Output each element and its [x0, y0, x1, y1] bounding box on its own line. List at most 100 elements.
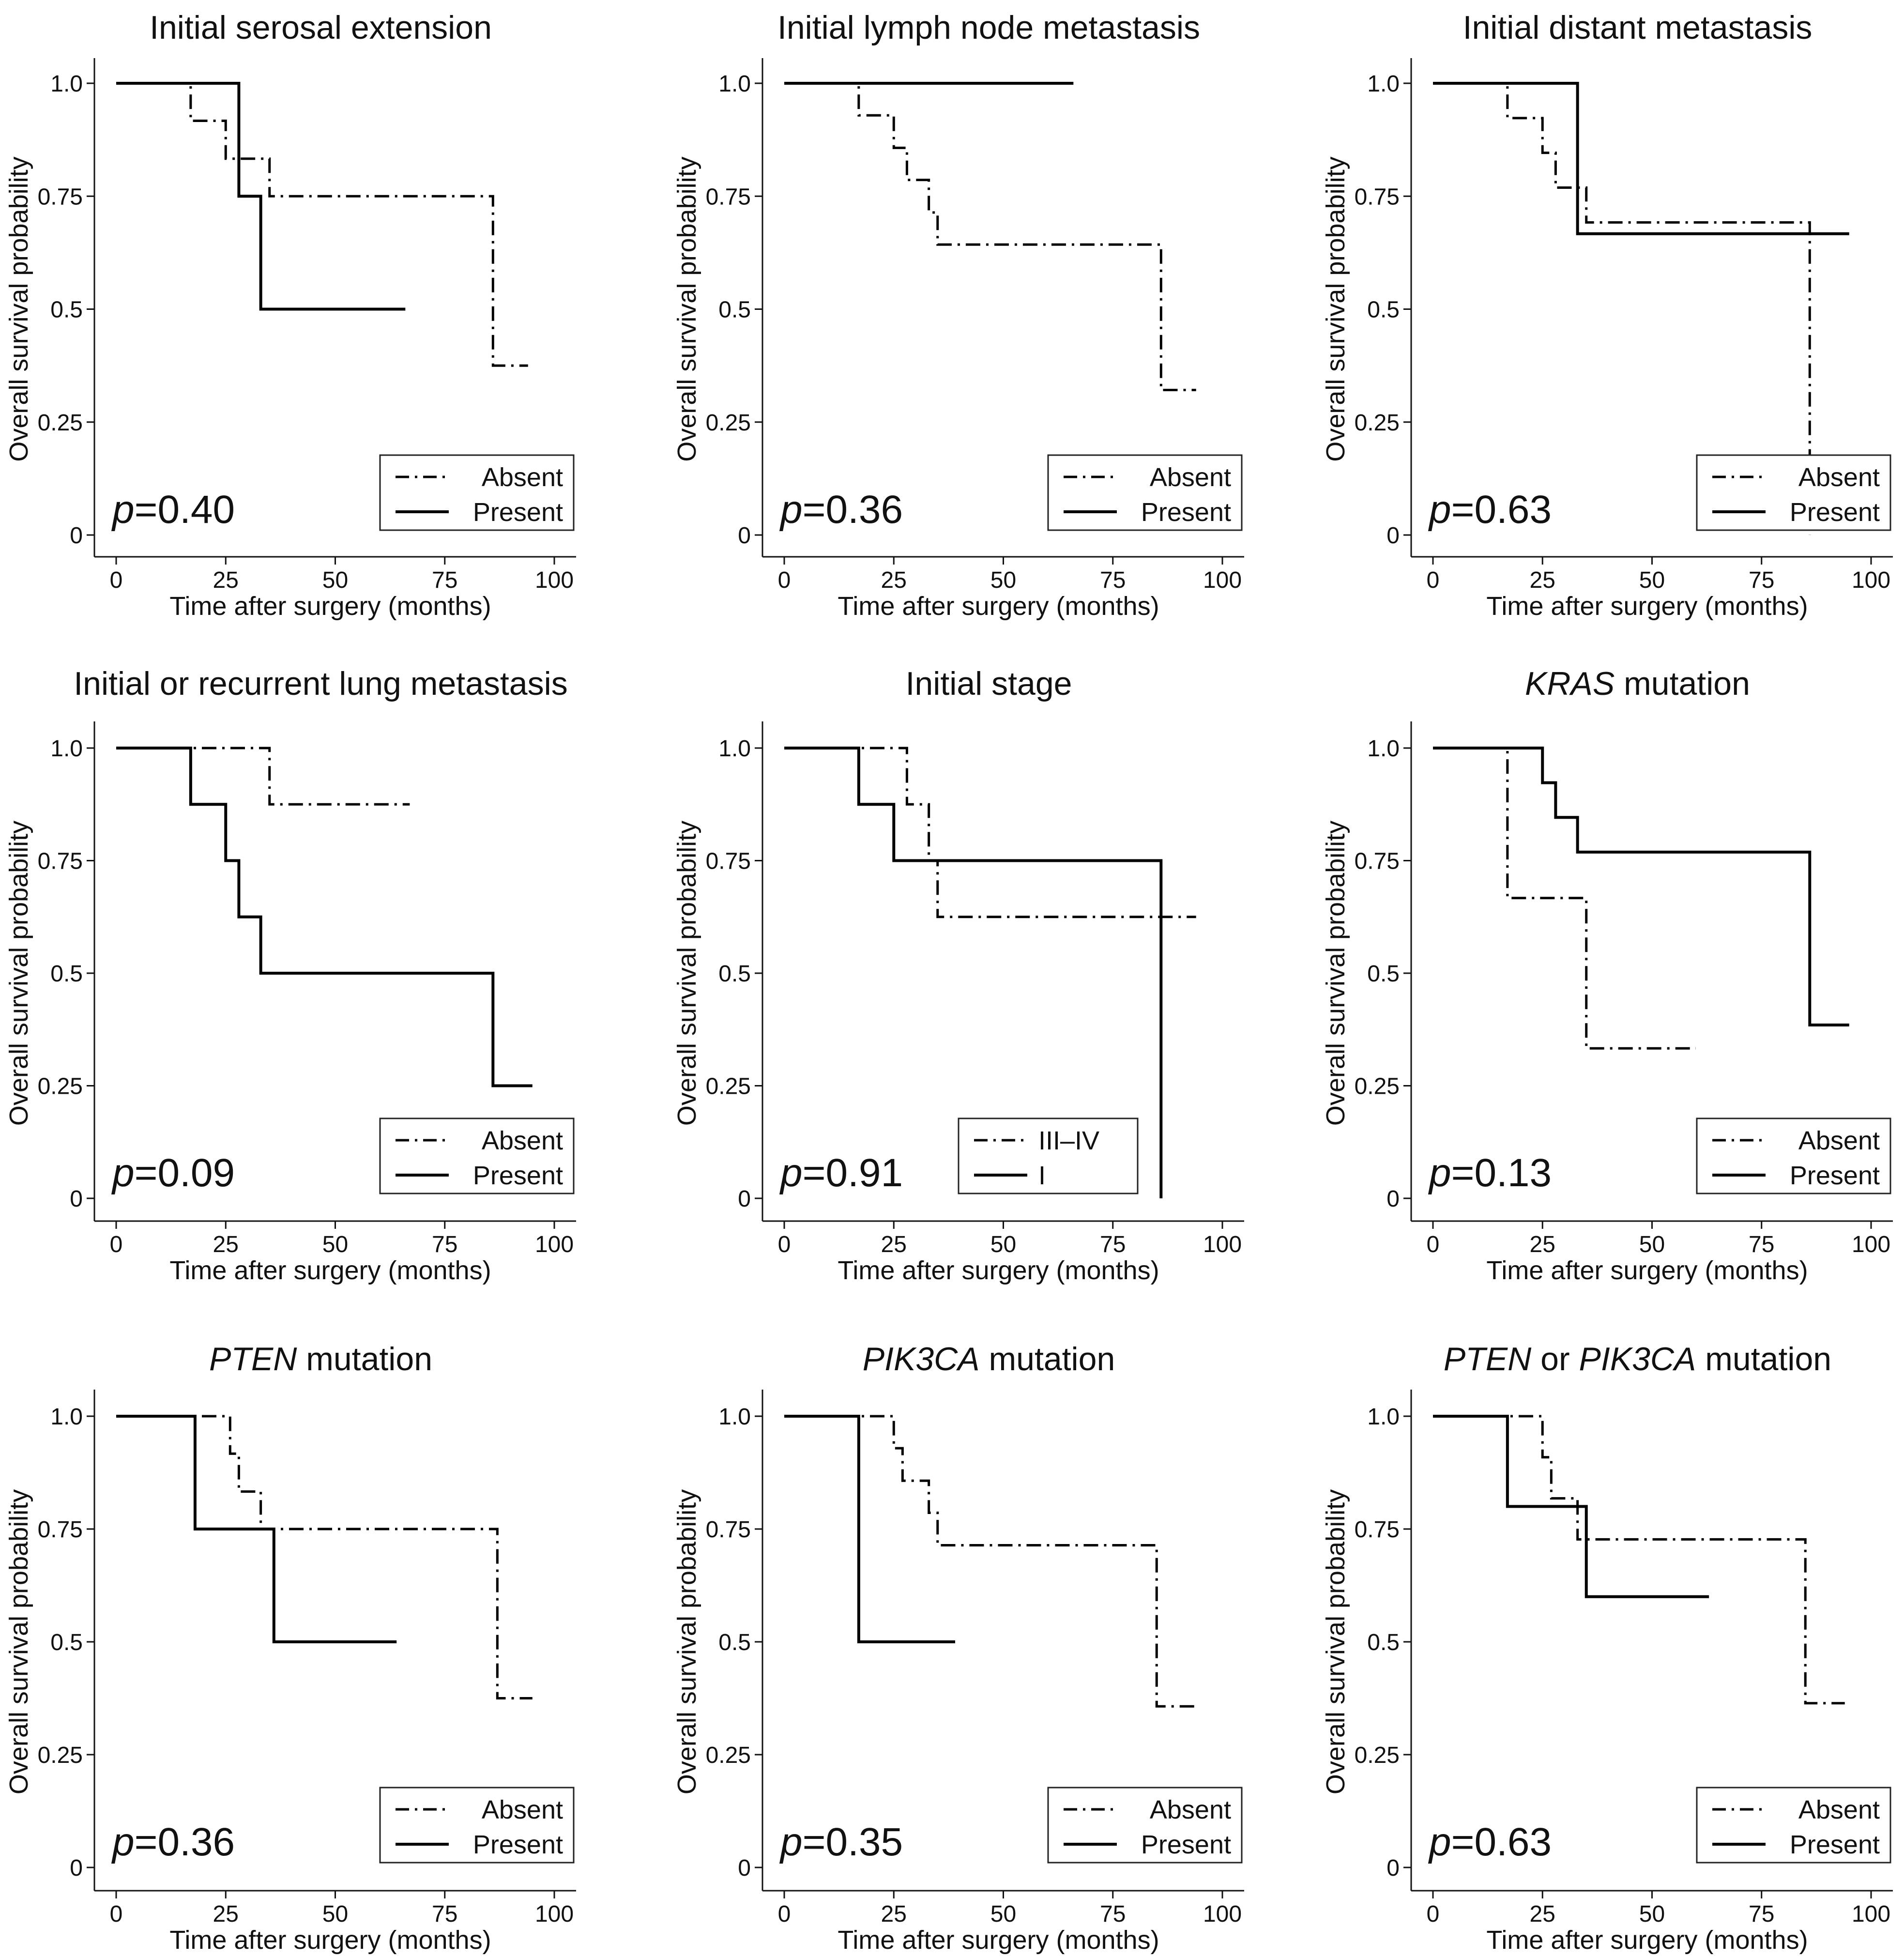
p-value-letter: p	[1428, 488, 1451, 532]
y-axis-title: Overall survival probability	[1321, 1489, 1350, 1794]
legend-box	[1696, 1787, 1891, 1864]
y-tick-label: 0.25	[1355, 1074, 1400, 1100]
y-tick-label: 0	[1386, 1855, 1400, 1881]
p-value-letter: p	[779, 1151, 803, 1195]
y-tick-label: 1.0	[718, 1404, 751, 1430]
y-tick-label: 0.25	[1355, 1743, 1400, 1768]
legend: Absent Present	[1696, 1117, 1891, 1194]
x-tick-label: 75	[432, 567, 457, 593]
p-value: p=0.40	[111, 488, 235, 532]
x-axis-title: Time after surgery (months)	[838, 1256, 1159, 1285]
legend: Absent Present	[1047, 454, 1243, 531]
p-value-letter: p	[111, 1820, 135, 1864]
y-tick-label: 0.25	[38, 1074, 83, 1100]
p-value: p=0.63	[1428, 488, 1552, 532]
y-axis-title: Overall survival probability	[672, 1489, 701, 1794]
p-value-number: =0.40	[135, 488, 235, 532]
legend-label: Absent	[1798, 463, 1880, 492]
legend-label: Present	[1790, 1161, 1880, 1190]
x-tick-label: 25	[881, 567, 907, 593]
x-tick-label: 75	[432, 1901, 457, 1927]
p-value-number: =0.91	[803, 1151, 903, 1195]
y-tick-label: 0.5	[50, 1630, 83, 1655]
y-tick-label: 0.75	[706, 184, 751, 210]
p-value-letter: p	[779, 1820, 803, 1864]
x-tick-label: 25	[881, 1232, 907, 1257]
y-tick-label: 0.25	[38, 1743, 83, 1768]
legend-box	[1696, 454, 1891, 531]
chart-panel-3: Initial distant metastasis 0 0.25 0.5 0.75 1.…	[1321, 9, 1893, 621]
x-tick-label: 50	[322, 1232, 348, 1257]
legend: Absent Present	[1696, 454, 1891, 531]
y-tick-label: 0.75	[706, 1517, 751, 1543]
panel-title: PIK3CA mutation	[863, 1341, 1115, 1377]
chart-panel-6: KRAS mutation 0 0.25 0.5 0.75 1.0 0 25 50 75 100 Ti…	[1321, 665, 1893, 1285]
x-tick-label: 25	[1530, 1901, 1555, 1927]
chart-panel-1: Initial serosal extension 0 0.25 0.5 0.75 1.0…	[4, 9, 576, 621]
y-tick-label: 0	[1386, 523, 1400, 549]
x-axis-title: Time after surgery (months)	[1486, 1926, 1808, 1955]
survival-curve-iii-iv	[784, 747, 1196, 918]
x-axis-title: Time after surgery (months)	[169, 1256, 491, 1285]
x-tick-label: 25	[1530, 567, 1555, 593]
title-part: PIK3CA	[1579, 1341, 1696, 1377]
legend-label: Present	[473, 1830, 563, 1859]
y-tick-label: 0.5	[50, 297, 83, 323]
survival-curve-present	[1433, 82, 1849, 235]
x-tick-label: 100	[1203, 1232, 1242, 1257]
y-tick-label: 0.5	[1367, 297, 1400, 323]
legend-box	[379, 1787, 575, 1864]
y-tick-label: 0.5	[1367, 1630, 1400, 1655]
legend-label: Absent	[1150, 1795, 1231, 1824]
y-tick-label: 0.75	[706, 849, 751, 874]
x-tick-label: 50	[990, 567, 1016, 593]
y-tick-label: 0	[70, 1186, 83, 1212]
title-part: Initial serosal extension	[150, 9, 492, 46]
x-tick-label: 75	[432, 1232, 457, 1257]
p-value-number: =0.09	[135, 1151, 235, 1195]
title-part: or	[1531, 1341, 1579, 1377]
x-tick-label: 25	[1530, 1232, 1555, 1257]
panel-title: PTEN or PIK3CA mutation	[1444, 1341, 1831, 1377]
chart-panel-5: Initial stage 0 0.25 0.5 0.75 1.0 0 25 50 75 100 Ti…	[672, 665, 1244, 1285]
x-axis-title: Time after surgery (months)	[1486, 592, 1808, 621]
panel-title: Initial or recurrent lung metastasis	[74, 665, 567, 702]
x-tick-label: 25	[213, 1232, 239, 1257]
y-tick-label: 0.25	[706, 1074, 751, 1100]
title-part: Initial lymph node metastasis	[777, 9, 1200, 46]
panel-title: Initial lymph node metastasis	[777, 9, 1200, 46]
p-value-letter: p	[1428, 1151, 1451, 1195]
legend-label: Present	[1790, 1830, 1880, 1859]
y-axis-title: Overall survival probability	[672, 821, 701, 1126]
title-part: Initial stage	[906, 665, 1072, 702]
p-value-letter: p	[1428, 1820, 1451, 1864]
x-tick-label: 50	[1639, 1901, 1665, 1927]
y-tick-label: 0.5	[718, 1630, 751, 1655]
x-axis-title: Time after surgery (months)	[838, 592, 1159, 621]
y-tick-label: 0.75	[1355, 849, 1400, 874]
x-tick-label: 25	[881, 1901, 907, 1927]
legend-label: Absent	[1798, 1795, 1880, 1824]
survival-curve-absent	[784, 1415, 1196, 1708]
chart-panel-7: PTEN mutation 0 0.25 0.5 0.75 1.0 0 25 50 75 100 Ti…	[4, 1341, 576, 1955]
legend: Absent Present	[379, 1117, 575, 1194]
x-tick-label: 75	[1100, 1232, 1126, 1257]
p-value-letter: p	[779, 488, 803, 532]
x-tick-label: 25	[213, 567, 239, 593]
y-tick-label: 0	[70, 523, 83, 549]
p-value: p=0.36	[779, 488, 903, 532]
y-tick-label: 0.5	[718, 297, 751, 323]
x-tick-label: 100	[535, 1232, 574, 1257]
panel-title: Initial serosal extension	[150, 9, 492, 46]
p-value: p=0.91	[779, 1151, 903, 1195]
x-tick-label: 0	[778, 1232, 791, 1257]
legend: Absent Present	[1696, 1787, 1891, 1864]
x-tick-label: 100	[535, 1901, 574, 1927]
y-tick-label: 0.75	[38, 1517, 83, 1543]
p-value-number: =0.35	[803, 1820, 903, 1864]
legend: Absent Present	[379, 454, 575, 531]
legend-box	[379, 454, 575, 531]
title-part: Initial distant metastasis	[1463, 9, 1813, 46]
survival-curve-i	[784, 747, 1163, 1198]
y-axis-title: Overall survival probability	[4, 821, 33, 1126]
